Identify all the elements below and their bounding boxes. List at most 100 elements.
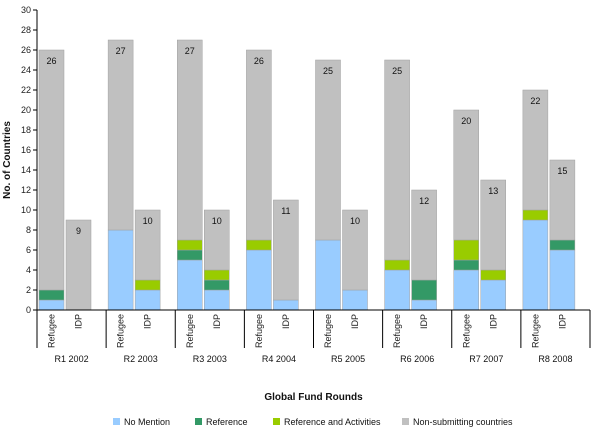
y-tick-label: 10 (21, 205, 31, 215)
x-category-label: IDP (488, 314, 498, 329)
bar-group: 26 Refugee 9 IDP R1 2002 (38, 49, 92, 364)
y-tick-label: 14 (21, 165, 31, 175)
x-category-label: Refugee (116, 314, 126, 348)
bar-segment-reference-and-activities (204, 269, 230, 281)
bar-segment-non-submitting-countries (315, 59, 341, 241)
legend-item: No Mention (113, 417, 170, 427)
bar-segment-non-submitting-countries (480, 179, 506, 271)
bar-segment-no-mention (107, 229, 134, 311)
bar-total-label: 25 (392, 66, 402, 76)
bar-total-label: 27 (116, 46, 126, 56)
x-group-label: R5 2005 (331, 354, 365, 364)
bar-segment-non-submitting-countries (65, 219, 92, 311)
bar-segment-no-mention (315, 239, 341, 311)
x-category-label: IDP (557, 314, 567, 329)
y-tick-label: 28 (21, 25, 31, 35)
bar-segment-no-mention (522, 219, 549, 311)
legend-item: Non-submitting countries (402, 417, 513, 427)
y-tick-label: 20 (21, 105, 31, 115)
bar-segment-no-mention (549, 249, 576, 311)
bar-segment-reference-and-activities (384, 259, 410, 271)
y-tick-label: 8 (26, 225, 31, 235)
bar-total-label: 27 (185, 46, 195, 56)
bar-segment-non-submitting-countries (384, 59, 410, 261)
x-category-label: Refugee (47, 314, 57, 348)
legend-swatch (273, 418, 280, 425)
bar-total-label: 10 (350, 216, 360, 226)
bar-total-label: 10 (143, 216, 153, 226)
x-category-label: IDP (143, 314, 153, 329)
bar-segment-reference (38, 289, 65, 301)
bar-group: 25 Refugee 10 IDP R5 2005 (315, 59, 368, 364)
bar-total-label: 12 (419, 196, 429, 206)
bar-segment-no-mention (384, 269, 410, 311)
x-group-label: R4 2004 (262, 354, 296, 364)
bar-segment-no-mention (480, 279, 506, 311)
y-tick-label: 0 (26, 305, 31, 315)
x-group-label: R1 2002 (55, 354, 89, 364)
legend-label: No Mention (124, 417, 170, 427)
bar-group: 20 Refugee 13 IDP R7 2007 (453, 109, 506, 364)
x-group-label: R8 2008 (538, 354, 572, 364)
bar-total-label: 26 (46, 56, 56, 66)
x-category-label: IDP (281, 314, 291, 329)
bar-total-label: 10 (212, 216, 222, 226)
bar-segment-reference (549, 239, 576, 251)
bar-segment-no-mention (342, 289, 368, 311)
bar-group: 27 Refugee 10 IDP R2 2003 (107, 39, 161, 364)
bar-segment-no-mention (246, 249, 272, 311)
x-group-label: R3 2003 (193, 354, 227, 364)
bar-segment-non-submitting-countries (134, 209, 161, 281)
y-tick-label: 26 (21, 45, 31, 55)
bar-segment-reference-and-activities (522, 209, 549, 221)
x-axis-title: Global Fund Rounds (264, 392, 363, 403)
bar-segment-no-mention (204, 289, 230, 311)
x-category-label: Refugee (530, 314, 540, 348)
bar-segment-reference-and-activities (177, 239, 203, 251)
x-group-label: R2 2003 (124, 354, 158, 364)
x-category-label: Refugee (185, 314, 195, 348)
bar-segment-non-submitting-countries (453, 109, 479, 241)
bar-total-label: 25 (323, 66, 333, 76)
plot-area: 26 Refugee 9 IDP R1 2002 27 Refugee 10 IDP R2 200… (38, 39, 576, 364)
bar-total-label: 9 (76, 226, 81, 236)
bar-segment-reference (453, 259, 479, 271)
x-category-label: IDP (419, 314, 429, 329)
bar-group: 22 Refugee 15 IDP R8 2008 (522, 89, 576, 364)
bar-segment-no-mention (411, 299, 437, 311)
bar-segment-non-submitting-countries (204, 209, 230, 271)
bar-segment-reference-and-activities (453, 239, 479, 261)
y-tick-label: 30 (21, 5, 31, 15)
bar-segment-reference (177, 249, 203, 261)
bar-total-label: 13 (488, 186, 498, 196)
bar-segment-non-submitting-countries (411, 189, 437, 281)
bar-total-label: 15 (557, 166, 567, 176)
bar-segment-reference (411, 279, 437, 301)
legend-item: Reference (195, 417, 248, 427)
y-axis-title: No. of Countries (2, 121, 13, 199)
legend-label: Reference and Activities (284, 417, 381, 427)
bar-segment-no-mention (134, 289, 161, 311)
x-category-label: IDP (212, 314, 222, 329)
bar-group: 27 Refugee 10 IDP R3 2003 (177, 39, 230, 364)
bar-segment-no-mention (177, 259, 203, 311)
legend-swatch (113, 418, 120, 425)
bar-segment-non-submitting-countries (273, 199, 299, 301)
bar-segment-reference-and-activities (134, 279, 161, 291)
y-tick-label: 4 (26, 265, 31, 275)
bar-segment-non-submitting-countries (246, 49, 272, 241)
legend-label: Non-submitting countries (413, 417, 513, 427)
bar-total-label: 20 (461, 116, 471, 126)
legend-label: Reference (206, 417, 248, 427)
y-tick-label: 16 (21, 145, 31, 155)
bar-segment-non-submitting-countries (522, 89, 549, 211)
x-category-label: IDP (74, 314, 84, 329)
bar-segment-reference-and-activities (480, 269, 506, 281)
x-category-label: Refugee (254, 314, 264, 348)
bar-segment-non-submitting-countries (177, 39, 203, 241)
x-category-label: Refugee (461, 314, 471, 348)
legend: No Mention Reference Reference and Activit… (113, 417, 513, 427)
